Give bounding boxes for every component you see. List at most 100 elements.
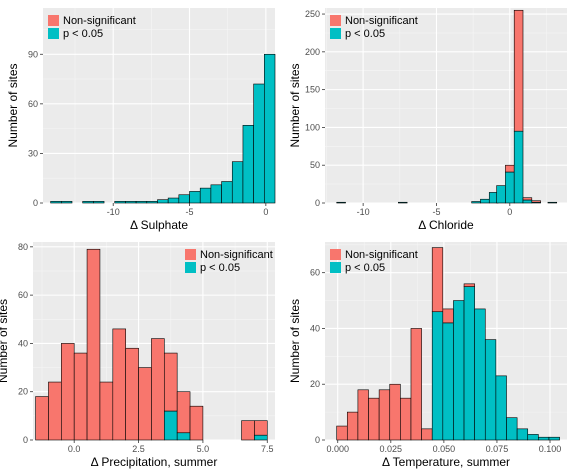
bar-non-significant bbox=[463, 283, 475, 287]
bar-significant bbox=[336, 201, 346, 204]
x-tick-label: -5 bbox=[432, 207, 440, 217]
y-tick-label: 100 bbox=[305, 122, 320, 132]
x-tick-label: 7.5 bbox=[261, 444, 274, 454]
x-axis-title: Δ Precipitation, summer bbox=[91, 455, 218, 469]
x-tick-label: -5 bbox=[186, 207, 194, 217]
bar-significant bbox=[93, 201, 105, 204]
y-tick-label: 90 bbox=[28, 49, 38, 59]
bar-non-significant bbox=[112, 328, 126, 441]
bar-significant bbox=[471, 201, 481, 204]
bar-significant bbox=[264, 53, 276, 204]
bar-non-significant bbox=[48, 381, 62, 441]
legend-swatch-non-significant bbox=[330, 249, 341, 260]
bar-significant bbox=[50, 201, 62, 204]
legend-label-significant: p < 0.05 bbox=[63, 28, 103, 40]
legend-swatch-significant bbox=[48, 28, 59, 39]
y-axis-title: Number of sites bbox=[288, 299, 302, 383]
bar-significant bbox=[189, 191, 201, 204]
bar-significant bbox=[505, 171, 515, 204]
chart-panel-1: 0 30 60 90 -10 -5 0 Δ Sulphate Number of sites No… bbox=[6, 8, 276, 232]
y-tick-label: 60 bbox=[18, 290, 28, 300]
y-tick-label: 20 bbox=[18, 387, 28, 397]
bar-significant bbox=[221, 181, 233, 204]
legend-label-non-significant: Non-significant bbox=[200, 249, 273, 261]
chart-panel-3: 0 20 40 60 80 0.0 2.5 5.0 7.5 Δ Precipitation, su… bbox=[0, 242, 275, 469]
y-axis-title: Number of sites bbox=[6, 63, 20, 147]
bar-non-significant bbox=[73, 352, 88, 441]
bar-non-significant bbox=[35, 396, 49, 441]
x-tick-label: 0.100 bbox=[539, 444, 562, 454]
x-axis-title: Δ Temperature, summer bbox=[382, 455, 510, 469]
bar-significant bbox=[210, 184, 222, 204]
bar-significant bbox=[527, 434, 539, 441]
bar-non-significant bbox=[378, 389, 391, 441]
bar-significant bbox=[114, 201, 126, 204]
bar-non-significant bbox=[357, 389, 369, 441]
chart-panel-2: 0 50 100 150 200 250 -10 -5 0 Δ Chloride Number of… bbox=[288, 8, 567, 232]
bar-non-significant bbox=[163, 352, 178, 412]
bar-significant bbox=[176, 432, 191, 441]
bar-significant bbox=[135, 201, 148, 204]
bar-significant bbox=[496, 185, 506, 204]
y-tick-label: 60 bbox=[28, 99, 38, 109]
y-tick-label: 20 bbox=[310, 379, 320, 389]
y-axis-title: Number of sites bbox=[288, 63, 302, 147]
bar-non-significant bbox=[346, 411, 359, 441]
bar-non-significant bbox=[431, 247, 444, 313]
bar-significant bbox=[495, 375, 507, 441]
bar-significant bbox=[146, 201, 158, 204]
x-axis-title: Δ Sulphate bbox=[130, 218, 188, 232]
bar-significant bbox=[513, 130, 524, 204]
x-tick-label: 0.000 bbox=[326, 444, 349, 454]
y-tick-label: 200 bbox=[305, 47, 320, 57]
bar-significant bbox=[484, 339, 497, 441]
bar-significant bbox=[474, 308, 486, 441]
bar-significant bbox=[82, 201, 94, 204]
legend-swatch-non-significant bbox=[330, 15, 341, 26]
x-tick-label: 0.075 bbox=[486, 444, 509, 454]
bar-non-significant bbox=[254, 420, 268, 436]
x-tick-label: 0.0 bbox=[68, 444, 81, 454]
bar-significant bbox=[516, 428, 529, 441]
bar-significant bbox=[178, 194, 190, 204]
bar-significant bbox=[442, 322, 454, 441]
bar-non-significant bbox=[513, 9, 524, 132]
bar-significant bbox=[431, 311, 444, 441]
bar-non-significant bbox=[86, 248, 101, 441]
bar-non-significant bbox=[531, 200, 541, 203]
legend-swatch-significant bbox=[330, 262, 341, 273]
bar-non-significant bbox=[125, 347, 139, 441]
bar-significant bbox=[231, 161, 244, 204]
bar-non-significant bbox=[138, 367, 152, 441]
x-tick-label: 0.050 bbox=[433, 444, 456, 454]
bar-significant bbox=[480, 198, 490, 204]
bar-significant bbox=[157, 199, 169, 204]
bar-significant bbox=[163, 410, 178, 441]
y-tick-label: 50 bbox=[310, 160, 320, 170]
bar-significant bbox=[199, 187, 212, 204]
legend-swatch-significant bbox=[330, 28, 341, 39]
bar-non-significant bbox=[400, 397, 412, 441]
bar-significant bbox=[548, 436, 560, 441]
chart-panel-4: 0 20 40 60 0.000 0.025 0.050 0.075 0.100 Δ Temper… bbox=[288, 242, 567, 469]
bar-non-significant bbox=[442, 308, 454, 324]
x-tick-label: -10 bbox=[357, 207, 370, 217]
y-axis-title: Number of sites bbox=[0, 299, 10, 383]
y-tick-label: 0 bbox=[315, 198, 320, 208]
y-tick-label: 80 bbox=[18, 242, 28, 252]
y-tick-label: 40 bbox=[18, 338, 28, 348]
bar-non-significant bbox=[336, 425, 348, 441]
bar-non-significant bbox=[368, 397, 380, 441]
x-tick-label: 0 bbox=[263, 207, 268, 217]
bar-significant bbox=[242, 125, 254, 204]
bar-significant bbox=[547, 201, 558, 204]
bar-significant bbox=[398, 201, 408, 204]
panel-background bbox=[325, 8, 567, 203]
x-tick-label: 2.5 bbox=[132, 444, 145, 454]
bar-non-significant bbox=[176, 391, 191, 434]
legend-swatch-non-significant bbox=[185, 249, 196, 260]
x-tick-label: 0 bbox=[507, 207, 512, 217]
